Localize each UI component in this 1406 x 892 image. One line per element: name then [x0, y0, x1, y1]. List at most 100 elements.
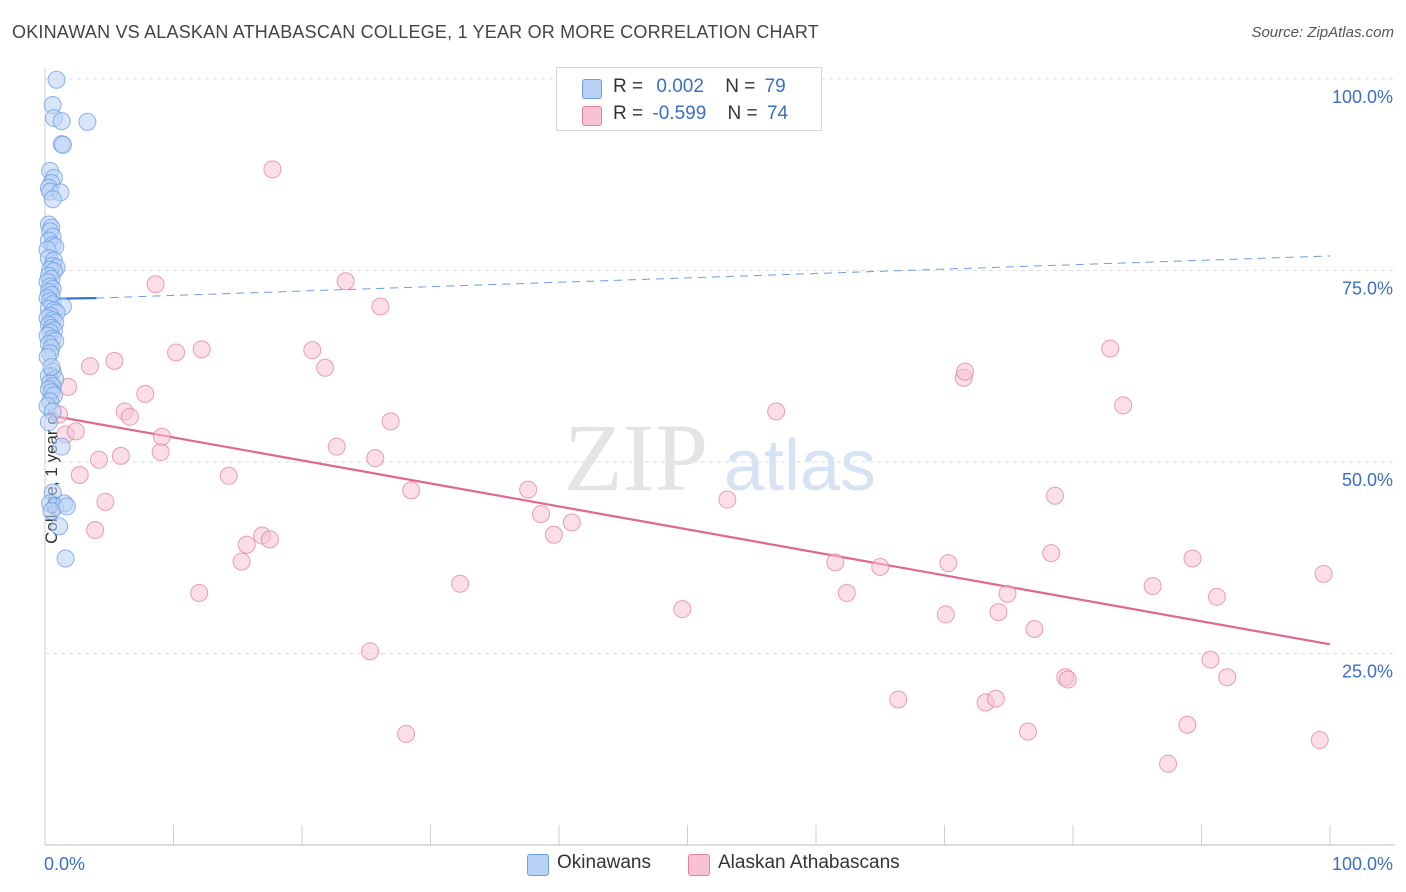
alaskan-athabascans-point [89, 450, 108, 469]
alaskan-athabascans-point [192, 340, 211, 359]
alaskan-athabascans-point [1114, 396, 1133, 415]
alaskan-athabascans-point [1314, 564, 1333, 583]
alaskan-athabascans-point [111, 446, 130, 465]
alaskan-athabascans-point [402, 481, 421, 500]
alaskan-athabascans-point [998, 584, 1017, 603]
alaskan-athabascans-point [146, 275, 165, 294]
alaskan-athabascans-point [1046, 486, 1065, 505]
okinawans-point [39, 413, 58, 432]
alaskan-athabascans-point [397, 724, 416, 743]
alaskan-athabascans-point [519, 480, 538, 499]
legend-r-value: -0.599 [652, 103, 707, 124]
watermark: ZIP atlas [564, 404, 876, 511]
alaskan-athabascans-point [1201, 650, 1220, 669]
alaskan-athabascans-point [451, 574, 470, 593]
alaskan-athabascans-point [939, 554, 958, 573]
alaskan-athabascans-point [562, 513, 581, 532]
alaskan-athabascans-point [1025, 619, 1044, 638]
stats-legend: R = 0.002 N = 79 R = -0.599 N = 74 [556, 67, 822, 131]
alaskan-athabascans-swatch [582, 106, 602, 126]
okinawans-point [56, 549, 75, 568]
alaskan-athabascans-point [232, 552, 251, 571]
alaskan-athabascans-point [871, 557, 890, 576]
legend-n-label: N = [725, 76, 756, 97]
alaskan-athabascans-point [1101, 339, 1120, 358]
alaskan-athabascans-point [1058, 670, 1077, 689]
legend-n-label: N = [727, 103, 758, 124]
alaskan-athabascans-point [190, 583, 209, 602]
alaskan-athabascans-point [989, 603, 1008, 622]
legend-r-label: R = [613, 76, 644, 97]
okinawans-legend-label: Okinawans [557, 852, 651, 873]
okinawans-point [52, 112, 71, 131]
legend-n-value: 74 [766, 103, 789, 124]
alaskan-athabascans-point [936, 605, 955, 624]
y-tick-label: 25.0% [1342, 662, 1393, 682]
alaskan-athabascans-legend-label: Alaskan Athabascans [718, 852, 900, 873]
chart-title: OKINAWAN VS ALASKAN ATHABASCAN COLLEGE, … [12, 22, 819, 42]
alaskan-athabascans-point [544, 525, 563, 544]
okinawans-point [53, 135, 72, 154]
alaskan-athabascans-point [718, 490, 737, 509]
alaskan-athabascans-point [303, 341, 322, 360]
alaskan-athabascans-point [1218, 668, 1237, 687]
tick-labels: 100.0% 75.0% 50.0% 25.0% 0.0% 100.0% [44, 87, 1393, 874]
alaskan-athabascans-point [151, 443, 170, 462]
alaskan-athabascans-point [1019, 722, 1038, 741]
alaskan-athabascans-point [167, 343, 186, 362]
alaskan-athabascans-point [66, 422, 85, 441]
y-tick-label: 50.0% [1342, 470, 1393, 490]
alaskan-athabascans-point [361, 642, 380, 661]
alaskan-athabascans-point [767, 402, 786, 421]
alaskan-athabascans-point [986, 689, 1005, 708]
alaskan-athabascans-point [1310, 731, 1329, 750]
alaskan-athabascans-point [1159, 754, 1178, 773]
okinawans-point [78, 112, 97, 131]
okinawans-point [57, 497, 76, 516]
alaskan-athabascans-point [381, 412, 400, 431]
watermark-zip: ZIP [564, 404, 708, 511]
watermark-atlas: atlas [724, 426, 876, 506]
y-tick-label: 100.0% [1332, 87, 1393, 107]
okinawans-point [52, 437, 71, 456]
alaskan-athabascans-point [673, 600, 692, 619]
alaskan-athabascans-point [336, 272, 355, 291]
alaskan-athabascans-point [96, 492, 115, 511]
source-label: Source: ZipAtlas.com [1251, 24, 1394, 41]
okinawans-swatch [582, 79, 602, 99]
alaskan-athabascans-point [237, 535, 256, 554]
okinawans-point [42, 502, 61, 521]
okinawans-point [50, 517, 69, 536]
alaskan-athabascans-point [219, 466, 238, 485]
alaskan-athabascans-point [532, 505, 551, 524]
data-points [38, 70, 1333, 773]
y-tick-label: 75.0% [1342, 279, 1393, 299]
alaskan-athabascans-point [327, 437, 346, 456]
alaskan-athabascans-point [371, 297, 390, 316]
okinawans-point [42, 358, 61, 377]
okinawans-point [47, 70, 66, 89]
alaskan-athabascans-point [956, 362, 975, 381]
alaskan-athabascans-point [366, 449, 385, 468]
legend-r-value: 0.002 [656, 76, 704, 97]
alaskan-athabascans-trend-line [44, 413, 1331, 646]
alaskan-athabascans-point [70, 466, 89, 485]
x-tick-label: 100.0% [1332, 854, 1393, 874]
alaskan-athabascans-point [1042, 544, 1061, 563]
alaskan-athabascans-point [826, 553, 845, 572]
alaskan-athabascans-point [105, 351, 124, 370]
legend-n-value: 79 [764, 76, 786, 97]
alaskan-athabascans-point [889, 690, 908, 709]
alaskan-athabascans-point [136, 384, 155, 403]
alaskan-athabascans-point [152, 427, 171, 446]
okinawans-trend-extension [96, 255, 1331, 299]
alaskan-athabascans-point [263, 160, 282, 179]
alaskan-athabascans-point [1207, 587, 1226, 606]
okinawans-point [43, 190, 62, 209]
alaskan-athabascans-point [260, 530, 279, 549]
alaskan-athabascans-point [1143, 577, 1162, 596]
alaskan-athabascans-point [120, 407, 139, 426]
alaskan-athabascans-point [1178, 715, 1197, 734]
alaskan-athabascans-point [1183, 549, 1202, 568]
